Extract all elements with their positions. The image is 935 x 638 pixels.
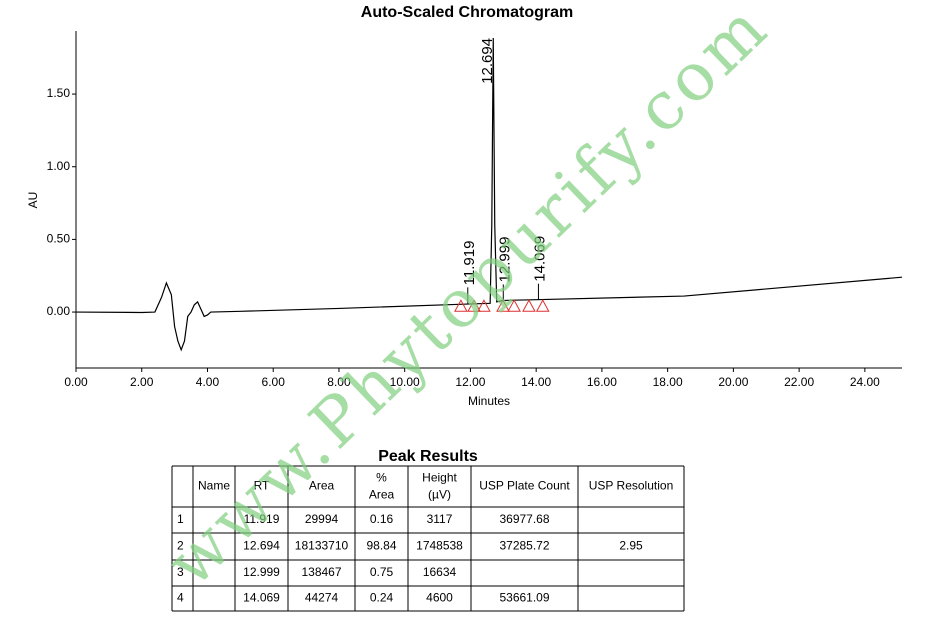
table-cell: 2 <box>177 539 184 553</box>
table-header: RT <box>254 479 270 493</box>
table-cell: 11.919 <box>244 512 280 526</box>
table-cell: 3117 <box>427 512 453 526</box>
x-tick-label: 0.00 <box>64 375 88 389</box>
x-tick-label: 10.00 <box>390 375 420 389</box>
table-cell: 29994 <box>305 512 339 526</box>
table-header: Height (µV) <box>422 471 457 502</box>
trace <box>75 37 903 352</box>
peak-marker <box>507 299 521 312</box>
table-cell: 98.84 <box>366 539 396 553</box>
x-tick-label: 4.00 <box>196 375 220 389</box>
plot: 0.00 0.50 1.00 1.50 0.00 2.00 4.00 6.00 8.00 10.0… <box>47 31 903 389</box>
table-cell: 0.24 <box>370 591 394 605</box>
table-cell: 0.75 <box>370 565 394 579</box>
y-tick-label: 0.00 <box>47 304 71 318</box>
x-tick-label: 6.00 <box>262 375 286 389</box>
chart-title: Auto-Scaled Chromatogram <box>361 4 573 21</box>
x-tick-label: 8.00 <box>327 375 351 389</box>
table-cell: 1 <box>177 512 184 526</box>
table-cell: 18133710 <box>295 539 349 553</box>
x-tick-label: 24.00 <box>850 375 880 389</box>
table-header: Area <box>309 479 335 493</box>
table-cell: 4600 <box>426 591 453 605</box>
peak-marker <box>535 299 550 312</box>
x-tick-label: 16.00 <box>587 375 617 389</box>
table-cell: 4 <box>177 591 184 605</box>
peak-marker <box>454 299 468 312</box>
table-header: % Area <box>369 471 395 502</box>
y-tick-label: 1.00 <box>47 159 71 173</box>
x-tick-label: 2.00 <box>130 375 154 389</box>
table-cell: 14.069 <box>243 591 280 605</box>
table-cell: 53661.09 <box>499 591 549 605</box>
peak-label: 14.069 <box>531 236 548 282</box>
y-tick-label: 0.50 <box>47 232 71 246</box>
watermark: www.Phytopurify.com <box>152 0 781 602</box>
table-cell: 16634 <box>423 565 457 579</box>
peak-marker <box>477 299 491 312</box>
table-cell: 2.95 <box>619 539 643 553</box>
table-cell: 12.999 <box>243 565 280 579</box>
peak-label: 12.694 <box>479 38 496 84</box>
table-cell: 36977.68 <box>499 512 549 526</box>
table-title: Peak Results <box>378 448 478 465</box>
x-tick-label: 12.00 <box>455 375 485 389</box>
y-tick-label: 1.50 <box>47 86 71 100</box>
table: Name RT Area % Area Height (µV) USP Plate Count… <box>171 465 685 612</box>
peak-label: 11.919 <box>461 241 478 286</box>
y-axis-label: AU <box>26 192 40 209</box>
x-axis-label: Minutes <box>468 394 510 408</box>
peak-marker <box>522 299 536 312</box>
table-cell: 1748538 <box>416 539 463 553</box>
table-cell: 37285.72 <box>499 539 549 553</box>
x-tick-label: 22.00 <box>784 375 814 389</box>
table-header: USP Plate Count <box>479 479 570 493</box>
table-header: USP Resolution <box>589 479 674 493</box>
table-cell: 44274 <box>305 591 339 605</box>
table-cell: 0.16 <box>370 512 394 526</box>
peak-marker <box>496 299 510 312</box>
x-tick-label: 20.00 <box>718 375 748 389</box>
table-header: Name <box>198 479 230 493</box>
table-cell: 3 <box>177 565 184 579</box>
x-tick-label: 14.00 <box>521 375 551 389</box>
peak-marker <box>467 299 481 312</box>
table-cell: 12.694 <box>243 539 280 553</box>
x-tick-label: 18.00 <box>653 375 683 389</box>
table-cell: 138467 <box>301 565 341 579</box>
peak-label: 12.999 <box>496 237 513 283</box>
